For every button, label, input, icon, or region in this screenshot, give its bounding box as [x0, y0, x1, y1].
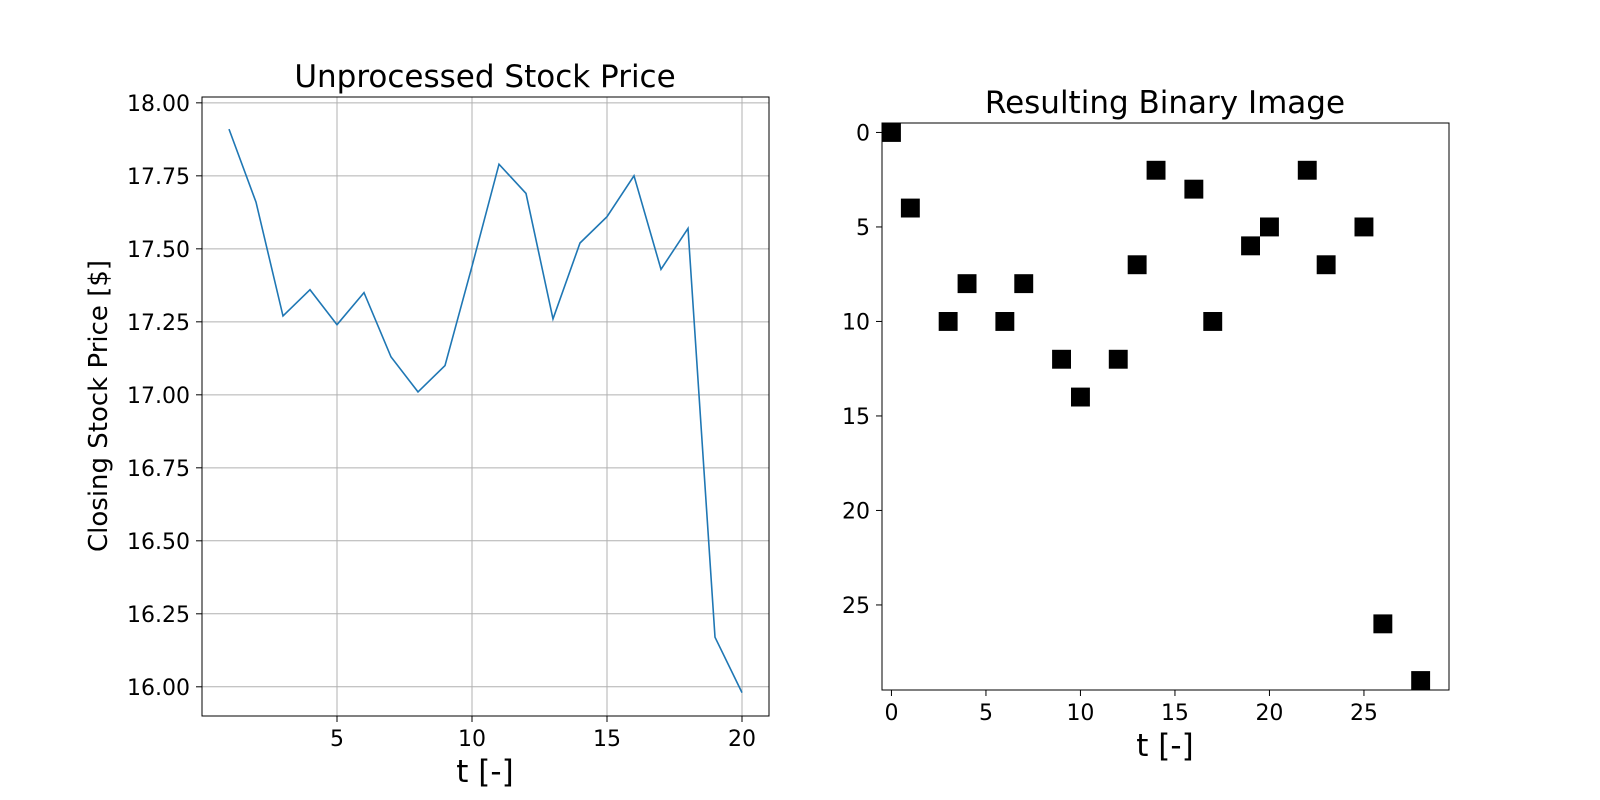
- right-x-tick-label: 10: [1066, 701, 1094, 726]
- binary-pixel: [1260, 217, 1279, 237]
- right-y-ticks: 0 5 10 15 20 25: [842, 121, 882, 619]
- binary-pixel: [882, 123, 901, 142]
- left-y-tick-label: 17.75: [127, 165, 190, 190]
- binary-image-cells: [882, 123, 1431, 690]
- binary-pixel: [1297, 160, 1317, 180]
- left-x-tick-label: 10: [458, 727, 486, 752]
- left-x-axis-label: t [-]: [456, 754, 513, 790]
- binary-pixel: [1071, 387, 1090, 407]
- left-y-tick-label: 17.25: [127, 311, 190, 336]
- left-y-tick-label: 17.50: [127, 238, 190, 263]
- right-x-tick-label: 5: [979, 701, 993, 726]
- binary-pixel: [1316, 255, 1336, 275]
- left-y-tick-label: 16.25: [127, 603, 190, 628]
- left-chart-title: Unprocessed Stock Price: [294, 59, 675, 95]
- stock-price-line: [228, 128, 743, 693]
- right-x-tick-label: 15: [1161, 701, 1189, 726]
- right-y-tick-label: 20: [842, 499, 870, 524]
- binary-image-chart: 0 5 10 15 20 25 0 5 10 15 20 25 Resulting Binary I…: [842, 85, 1450, 764]
- right-x-ticks: 0 5 10 15 20 25: [884, 690, 1378, 726]
- right-y-tick-label: 0: [856, 121, 870, 146]
- binary-pixel: [938, 312, 958, 331]
- right-x-tick-label: 25: [1350, 701, 1378, 726]
- right-y-tick-label: 10: [842, 310, 870, 335]
- left-plot-frame: [201, 96, 770, 717]
- binary-pixel: [1146, 160, 1166, 180]
- right-y-tick-label: 25: [842, 594, 870, 619]
- left-x-tick-label: 20: [728, 727, 756, 752]
- binary-pixel: [1203, 312, 1223, 331]
- left-y-tick-label: 16.00: [127, 676, 190, 701]
- binary-pixel: [1241, 236, 1260, 256]
- left-x-ticks: 5 10 15 20: [330, 716, 756, 752]
- right-plot-frame: [881, 122, 1450, 691]
- binary-pixel: [1411, 671, 1431, 690]
- binary-pixel: [1052, 349, 1071, 369]
- binary-pixel: [1127, 255, 1147, 275]
- left-y-axis-label: Closing Stock Price [$]: [84, 260, 114, 552]
- right-chart-title: Resulting Binary Image: [985, 85, 1345, 121]
- left-y-tick-label: 17.00: [127, 384, 190, 409]
- left-y-ticks: 16.00 16.25 16.50 16.75 17.00 17.25 17.50 17.75…: [127, 92, 202, 701]
- left-y-tick-label: 16.50: [127, 530, 190, 555]
- binary-pixel: [1354, 217, 1374, 237]
- left-x-tick-label: 15: [593, 727, 621, 752]
- binary-pixel: [1184, 179, 1204, 199]
- stock-price-chart: 5 10 15 20 16.00 16.25 16.50 16.75 17.00 17.25 17…: [84, 59, 770, 790]
- left-y-tick-label: 16.75: [127, 457, 190, 482]
- binary-pixel: [900, 198, 920, 218]
- right-y-tick-label: 5: [856, 216, 870, 241]
- left-gridlines: [202, 97, 769, 716]
- right-x-tick-label: 20: [1255, 701, 1283, 726]
- binary-pixel: [957, 274, 977, 294]
- binary-pixel: [995, 312, 1015, 331]
- binary-pixel: [1014, 274, 1034, 294]
- left-y-tick-label: 18.00: [127, 92, 190, 117]
- right-x-axis-label: t [-]: [1136, 728, 1193, 764]
- binary-pixel: [1373, 614, 1393, 634]
- right-x-tick-label: 0: [884, 701, 898, 726]
- right-y-tick-label: 15: [842, 405, 870, 430]
- binary-pixel: [1108, 349, 1128, 369]
- left-x-tick-label: 5: [330, 727, 344, 752]
